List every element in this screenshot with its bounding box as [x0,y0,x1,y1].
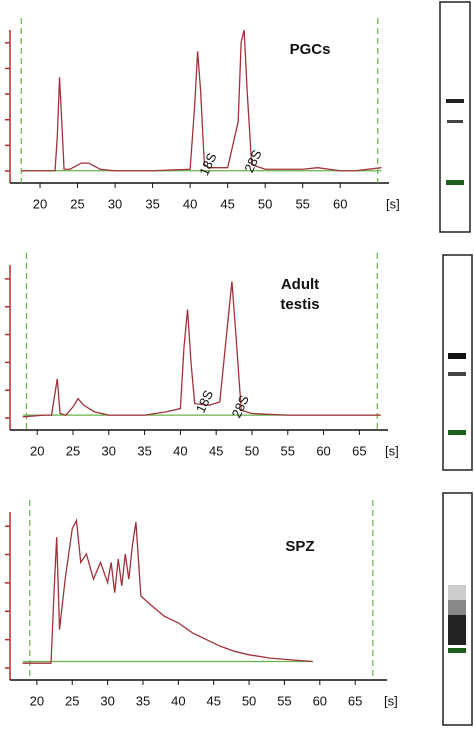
annotation: 18S [196,150,220,178]
chart-panel: 20 25 30 35 40 45 50 55 60 65 [s] 18S 28S Adult testis [5,253,399,458]
x-axis-label: [s] [385,443,399,458]
x-tick-label: 50 [242,693,256,708]
x-tick-label: 45 [220,196,234,211]
trace [21,29,382,172]
trace [22,518,313,664]
x-tick-label: 65 [352,443,366,458]
gel-lane [442,254,473,471]
x-tick-label: 20 [30,443,44,458]
x-tick-label: 45 [209,443,223,458]
x-tick-label: 35 [136,693,150,708]
annotation: 28S [229,393,253,421]
x-tick-label: 35 [137,443,151,458]
x-tick-label: 50 [245,443,259,458]
x-tick-label: 55 [295,196,309,211]
x-axis-label: [s] [384,693,398,708]
x-tick-label: 30 [102,443,116,458]
x-tick-label: 40 [171,693,185,708]
x-tick-label: 30 [108,196,122,211]
x-tick-label: 60 [333,196,347,211]
x-tick-label: 60 [313,693,327,708]
x-tick-label: 30 [100,693,114,708]
x-tick-label: 40 [183,196,197,211]
chart-title: SPZ [285,538,314,555]
x-tick-label: 25 [66,443,80,458]
trace [22,281,381,418]
x-tick-label: 25 [70,196,84,211]
chart-title: Adult testis [280,276,319,313]
chart-title: PGCs [290,41,331,58]
gel-lane [439,1,471,233]
gel-lane [442,492,473,726]
x-tick-label: 25 [65,693,79,708]
x-tick-label: 45 [206,693,220,708]
x-tick-label: 55 [277,693,291,708]
x-tick-label: 40 [173,443,187,458]
x-axis-label: [s] [386,196,400,211]
annotation: 18S [193,388,217,416]
x-tick-label: 20 [30,693,44,708]
x-tick-label: 50 [258,196,272,211]
chart-panel: 20 25 30 35 40 45 50 55 60 65 [s] SPZ [5,500,398,708]
x-tick-label: 55 [281,443,295,458]
x-tick-label: 35 [145,196,159,211]
x-tick-label: 20 [33,196,47,211]
x-tick-label: 65 [348,693,362,708]
x-tick-label: 60 [316,443,330,458]
